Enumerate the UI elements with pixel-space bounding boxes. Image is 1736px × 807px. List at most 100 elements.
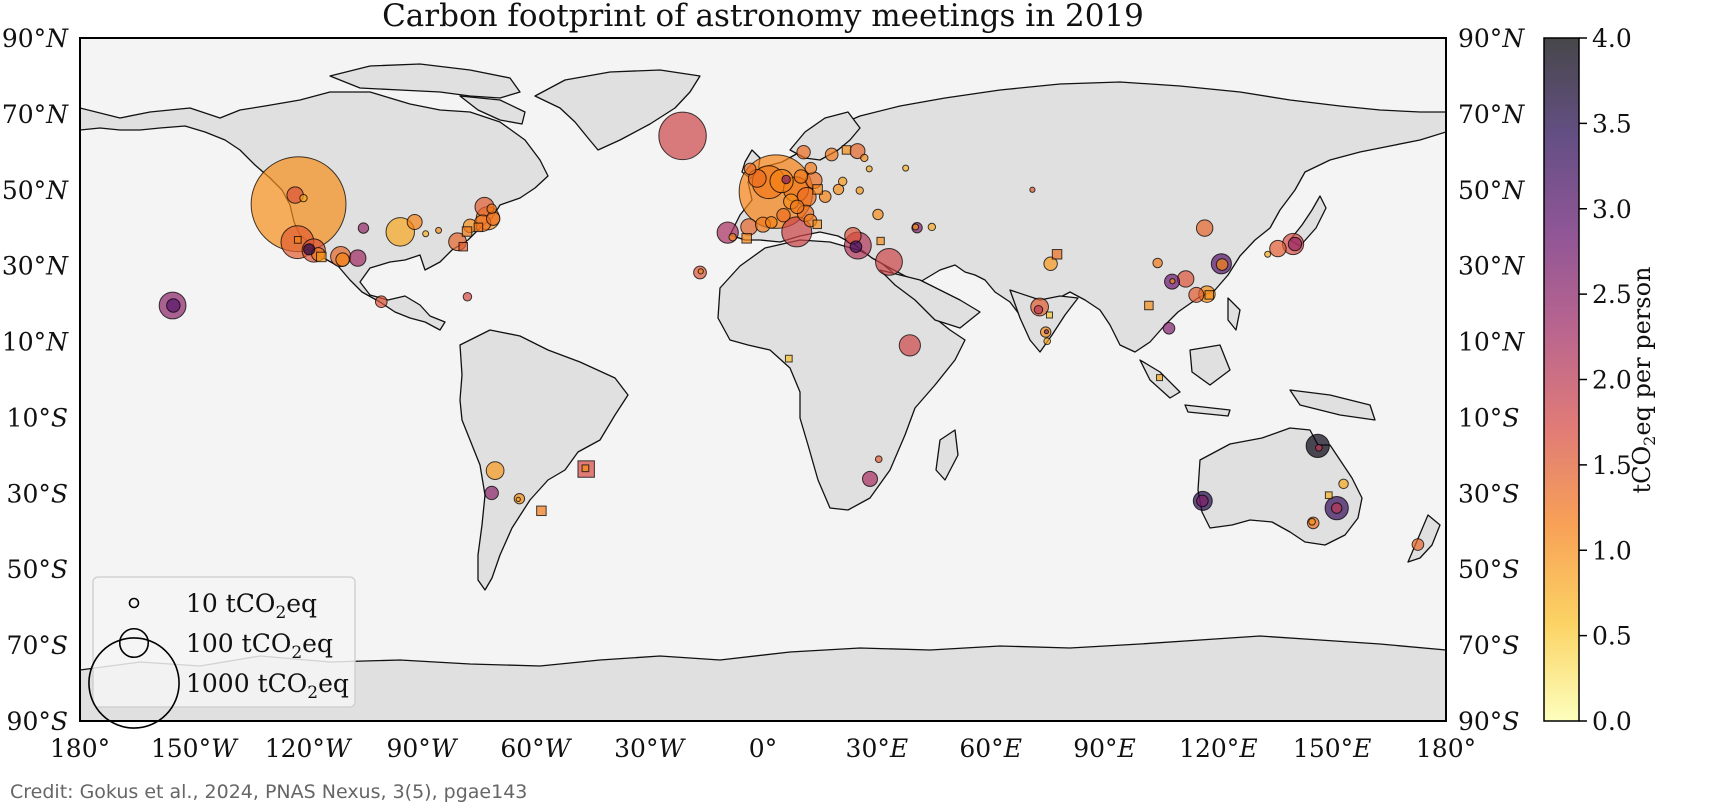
meeting-marker-circle (1264, 250, 1272, 258)
meeting-marker-square (784, 354, 793, 363)
latitude-labels-right: 90°N 70°N 50°N 30°N 10°N 10°S 30°S 50°S 70°S 90°S (1458, 24, 1525, 736)
meeting-marker-square (536, 505, 547, 517)
meeting-marker-circle (837, 176, 848, 187)
meeting-marker-circle (824, 147, 839, 162)
meeting-marker-circle (697, 268, 704, 275)
meeting-marker-square (1051, 249, 1063, 260)
meeting-marker-circle (1162, 321, 1176, 335)
meeting-marker-circle (765, 216, 778, 229)
meeting-marker-circle (1195, 219, 1214, 237)
land-arctic-islands (329, 63, 521, 99)
meeting-marker-circle (1152, 257, 1163, 269)
legend-box (92, 576, 356, 708)
meeting-marker-square (581, 464, 590, 473)
latitude-labels-left: 90°N 70°N 50°N 30°N 10°N 10°S 30°S 50°S 70°S 90°S (2, 24, 69, 736)
colorbar-tick-label: 0.0 (1592, 707, 1632, 736)
lat-label-right: 50°N (1458, 176, 1525, 205)
colorbar-gradient (1543, 37, 1580, 722)
meeting-marker-square (841, 145, 852, 155)
meeting-marker-circle (1315, 443, 1323, 452)
meeting-marker-circle (902, 164, 910, 172)
meeting-marker-circle (855, 186, 864, 195)
meeting-marker-circle (435, 226, 443, 234)
colorbar-tick-label: 2.0 (1592, 366, 1632, 395)
lon-label: 120°W (265, 734, 353, 763)
lat-label-right: 30°N (1458, 252, 1525, 281)
lat-label-left: 70°S (7, 631, 68, 660)
meeting-marker-circle (804, 161, 818, 175)
meeting-marker-circle (357, 222, 370, 234)
meeting-marker-circle (743, 162, 757, 176)
meeting-marker-circle (832, 183, 845, 196)
lon-label: 60°E (959, 734, 1022, 763)
chart-title: Carbon footprint of astronomy meetings i… (382, 0, 1144, 34)
lat-label-right: 70°N (1458, 100, 1525, 129)
colorbar-tick-label: 1.0 (1592, 536, 1632, 565)
legend-label: 1000 tCO2eq (186, 669, 349, 703)
legend-size-marker (118, 627, 150, 659)
legend-label: 100 tCO2eq (186, 629, 333, 663)
land-philippines (1227, 297, 1241, 331)
lon-label: 180° (1416, 734, 1476, 763)
meeting-marker-circle (849, 240, 863, 254)
meeting-marker-circle (486, 203, 497, 214)
lat-label-right: 10°S (1458, 403, 1519, 432)
meeting-marker-square (316, 251, 327, 263)
meeting-marker-circle (515, 496, 521, 503)
land-new-guinea (1289, 389, 1376, 421)
meeting-marker-circle (462, 292, 473, 302)
land-arabia (879, 269, 981, 329)
meeting-marker-circle (796, 145, 811, 160)
meeting-marker-circle (303, 243, 316, 256)
colorbar-tick-label: 2.5 (1592, 280, 1632, 309)
lat-label-right: 90°N (1458, 24, 1525, 53)
meeting-marker-circle (793, 169, 809, 184)
meeting-marker-circle (1029, 186, 1036, 193)
lat-label-right: 90°S (1458, 707, 1519, 736)
meeting-marker-circle (1043, 256, 1058, 271)
lon-label: 120°E (1179, 734, 1257, 763)
lat-label-left: 30°S (7, 479, 68, 508)
lat-label-left: 90°N (2, 24, 69, 53)
land-baffin-island (459, 95, 526, 125)
colorbar: 0.0 0.5 1.0 1.5 2.0 2.5 3.0 3.5 4.0 tCO2eq per p… (1543, 24, 1659, 736)
meeting-marker-circle (1215, 258, 1229, 271)
legend-label: 10 tCO2eq (186, 589, 317, 623)
colorbar-tick-label: 3.5 (1592, 109, 1632, 138)
meeting-marker-circle (927, 222, 937, 232)
meeting-marker-circle (335, 252, 350, 267)
lat-label-right: 70°S (1458, 631, 1519, 660)
meeting-marker-circle (874, 455, 883, 464)
meeting-marker-circle (740, 218, 758, 236)
map-area (79, 37, 1447, 722)
meeting-marker-square (461, 226, 473, 237)
meeting-marker-circle (781, 216, 813, 248)
legend-size-marker (128, 597, 140, 609)
meeting-marker-square (741, 233, 752, 244)
meeting-marker-square (458, 241, 468, 252)
lon-label: 150°E (1293, 734, 1371, 763)
meeting-marker-circle (1033, 304, 1044, 315)
meeting-marker-circle (862, 470, 879, 487)
lat-label-left: 50°N (2, 176, 69, 205)
meeting-marker-circle (299, 193, 308, 203)
lat-label-left: 70°N (2, 100, 69, 129)
meeting-marker-circle (422, 230, 430, 238)
meeting-marker-circle (1338, 478, 1349, 490)
meeting-marker-circle (406, 214, 423, 231)
land-java (1184, 404, 1231, 417)
meeting-marker-square (293, 236, 302, 244)
colorbar-tick-label: 3.0 (1592, 195, 1632, 224)
meeting-marker-square (473, 222, 484, 233)
meeting-marker-circle (658, 111, 707, 161)
land-india (1009, 289, 1079, 353)
land-madagascar (935, 429, 959, 481)
meeting-marker-circle (776, 207, 791, 223)
meeting-marker-circle (1287, 236, 1303, 252)
lon-label: 90°W (386, 734, 458, 763)
land-greenland (534, 69, 701, 151)
lon-label: 0° (749, 734, 777, 763)
meeting-marker-circle (1188, 286, 1205, 303)
meeting-marker-circle (484, 485, 499, 501)
